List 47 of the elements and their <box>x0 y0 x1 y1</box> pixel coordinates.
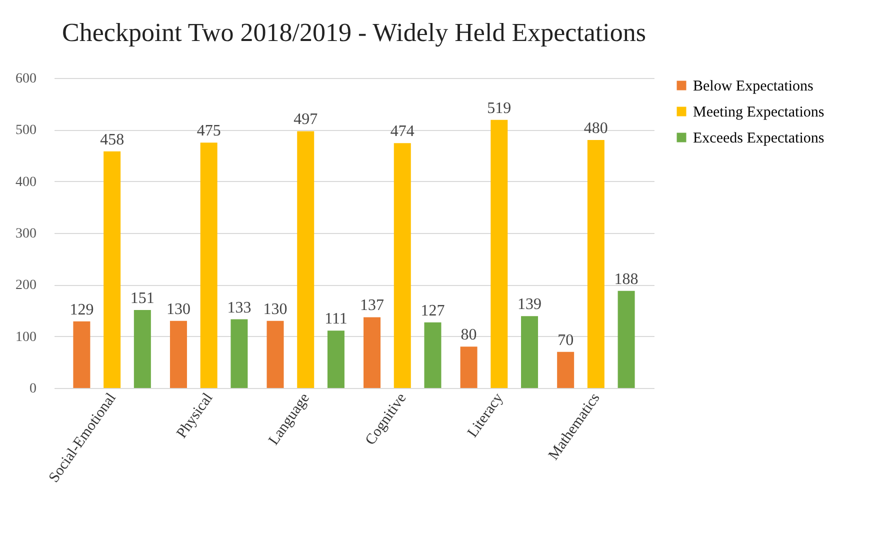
data-label: 111 <box>324 310 348 328</box>
data-label: 130 <box>263 300 288 318</box>
data-label: 133 <box>227 299 252 316</box>
bar <box>460 346 478 388</box>
data-label: 130 <box>166 300 190 318</box>
bar <box>490 120 508 388</box>
bar <box>618 290 635 388</box>
data-label: 151 <box>130 290 154 307</box>
data-label: 497 <box>294 111 318 128</box>
data-label: 519 <box>487 100 512 117</box>
y-tick-label: 400 <box>16 174 36 190</box>
data-label: 137 <box>360 297 384 314</box>
bar <box>230 319 248 388</box>
y-tick-label: 500 <box>16 123 36 138</box>
data-label: 127 <box>420 302 445 320</box>
bar <box>557 352 574 388</box>
bar <box>521 316 538 388</box>
data-label: 139 <box>518 296 542 314</box>
bar <box>327 330 344 388</box>
data-label: 480 <box>584 120 608 137</box>
bar <box>104 151 121 388</box>
bar <box>394 143 411 388</box>
data-label: 188 <box>614 270 638 288</box>
bar <box>200 142 218 388</box>
legend-label: Exceeds Expectations <box>693 130 824 146</box>
bar <box>73 321 90 388</box>
data-label: 129 <box>70 301 94 318</box>
bar <box>297 131 314 388</box>
bar <box>134 310 151 388</box>
legend-label: Below Expectations <box>693 78 814 94</box>
legend-label: Meeting Expectations <box>693 104 824 120</box>
data-label: 80 <box>460 326 477 344</box>
y-tick-label: 100 <box>16 330 36 345</box>
y-tick-label: 0 <box>30 382 36 396</box>
bar <box>364 317 381 388</box>
chart-title: Checkpoint Two 2018/2019 - Widely Held Expectations <box>62 18 646 47</box>
bar <box>266 320 284 388</box>
data-label: 458 <box>100 131 124 148</box>
bar <box>170 320 187 388</box>
data-label: 475 <box>196 122 221 140</box>
data-label: 474 <box>390 123 414 140</box>
y-tick-label: 200 <box>16 278 36 294</box>
bar <box>424 322 442 388</box>
bar <box>587 140 604 388</box>
y-tick-label: 300 <box>16 226 36 242</box>
y-tick-label: 600 <box>16 72 36 86</box>
data-label: 70 <box>558 332 574 349</box>
